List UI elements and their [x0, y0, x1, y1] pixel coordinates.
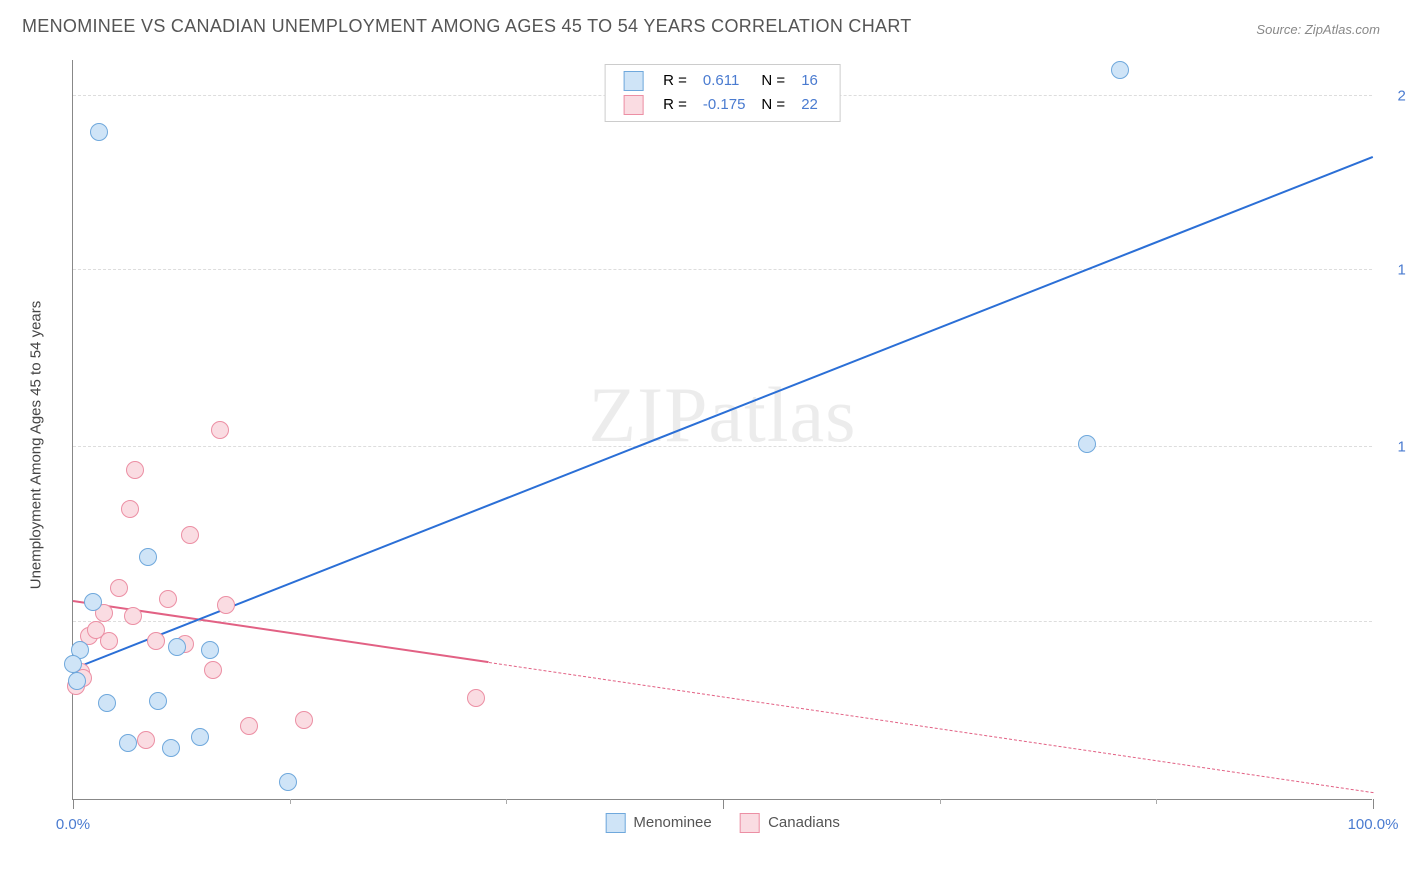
source-label: Source: [1256, 22, 1301, 37]
data-point-canadians [121, 500, 139, 518]
data-point-canadians [126, 461, 144, 479]
chart-title: MENOMINEE VS CANADIAN UNEMPLOYMENT AMONG… [22, 16, 912, 37]
data-point-canadians [204, 661, 222, 679]
data-point-canadians [295, 711, 313, 729]
data-point-menominee [68, 672, 86, 690]
n-value-menominee: 16 [793, 69, 826, 93]
r-label: R = [655, 69, 695, 93]
y-tick-label: 6.3% [1380, 613, 1406, 630]
data-point-menominee [1111, 61, 1129, 79]
x-tick [723, 799, 724, 809]
data-point-canadians [211, 421, 229, 439]
legend-item-menominee: Menominee [605, 813, 712, 833]
x-tick-label: 0.0% [56, 816, 90, 833]
x-tick [73, 799, 74, 809]
data-point-canadians [240, 717, 258, 735]
source-value: ZipAtlas.com [1305, 22, 1380, 37]
swatch-canadians-icon [740, 813, 760, 833]
data-point-menominee [119, 734, 137, 752]
data-point-menominee [279, 773, 297, 791]
data-point-menominee [90, 123, 108, 141]
plot-region: ZIPatlas R = 0.611 N = 16 R = -0.175 N =… [72, 60, 1372, 800]
gridline [73, 446, 1372, 447]
data-point-canadians [137, 731, 155, 749]
r-value-canadians: -0.175 [695, 93, 754, 117]
x-tick-label: 100.0% [1348, 816, 1399, 833]
gridline [73, 269, 1372, 270]
legend-row-menominee: R = 0.611 N = 16 [615, 69, 826, 93]
data-point-canadians [100, 632, 118, 650]
n-label: N = [753, 69, 793, 93]
x-tick-minor [940, 799, 941, 804]
x-tick-minor [290, 799, 291, 804]
trendline-menominee [73, 156, 1374, 670]
legend-row-canadians: R = -0.175 N = 22 [615, 93, 826, 117]
x-tick-minor [1156, 799, 1157, 804]
x-tick-minor [506, 799, 507, 804]
swatch-menominee-icon [605, 813, 625, 833]
y-tick-label: 25.0% [1380, 87, 1406, 104]
data-point-menominee [191, 728, 209, 746]
data-point-menominee [201, 641, 219, 659]
n-value-canadians: 22 [793, 93, 826, 117]
x-tick [1373, 799, 1374, 809]
r-label: R = [655, 93, 695, 117]
data-point-menominee [84, 593, 102, 611]
data-point-menominee [149, 692, 167, 710]
data-point-canadians [110, 579, 128, 597]
data-point-menominee [162, 739, 180, 757]
correlation-legend: R = 0.611 N = 16 R = -0.175 N = 22 [604, 64, 841, 122]
source-attribution: Source: ZipAtlas.com [1256, 22, 1380, 37]
y-axis-label: Unemployment Among Ages 45 to 54 years [28, 301, 45, 590]
data-point-menominee [98, 694, 116, 712]
swatch-menominee [623, 71, 643, 91]
r-value-menominee: 0.611 [695, 69, 754, 93]
swatch-canadians [623, 95, 643, 115]
legend-item-canadians: Canadians [740, 813, 840, 833]
legend-label-canadians: Canadians [768, 814, 840, 831]
data-point-menominee [64, 655, 82, 673]
data-point-canadians [159, 590, 177, 608]
data-point-canadians [147, 632, 165, 650]
data-point-menominee [168, 638, 186, 656]
data-point-menominee [139, 548, 157, 566]
y-tick-label: 12.5% [1380, 439, 1406, 456]
series-legend: Menominee Canadians [593, 813, 852, 833]
data-point-canadians [181, 526, 199, 544]
data-point-canadians [124, 607, 142, 625]
n-label: N = [753, 93, 793, 117]
data-point-canadians [467, 689, 485, 707]
data-point-canadians [217, 596, 235, 614]
legend-label-menominee: Menominee [633, 814, 711, 831]
gridline [73, 621, 1372, 622]
trendline-canadians-extrapolated [489, 662, 1373, 793]
chart-area: Unemployment Among Ages 45 to 54 years Z… [50, 60, 1380, 830]
data-point-menominee [1078, 435, 1096, 453]
y-tick-label: 18.8% [1380, 262, 1406, 279]
